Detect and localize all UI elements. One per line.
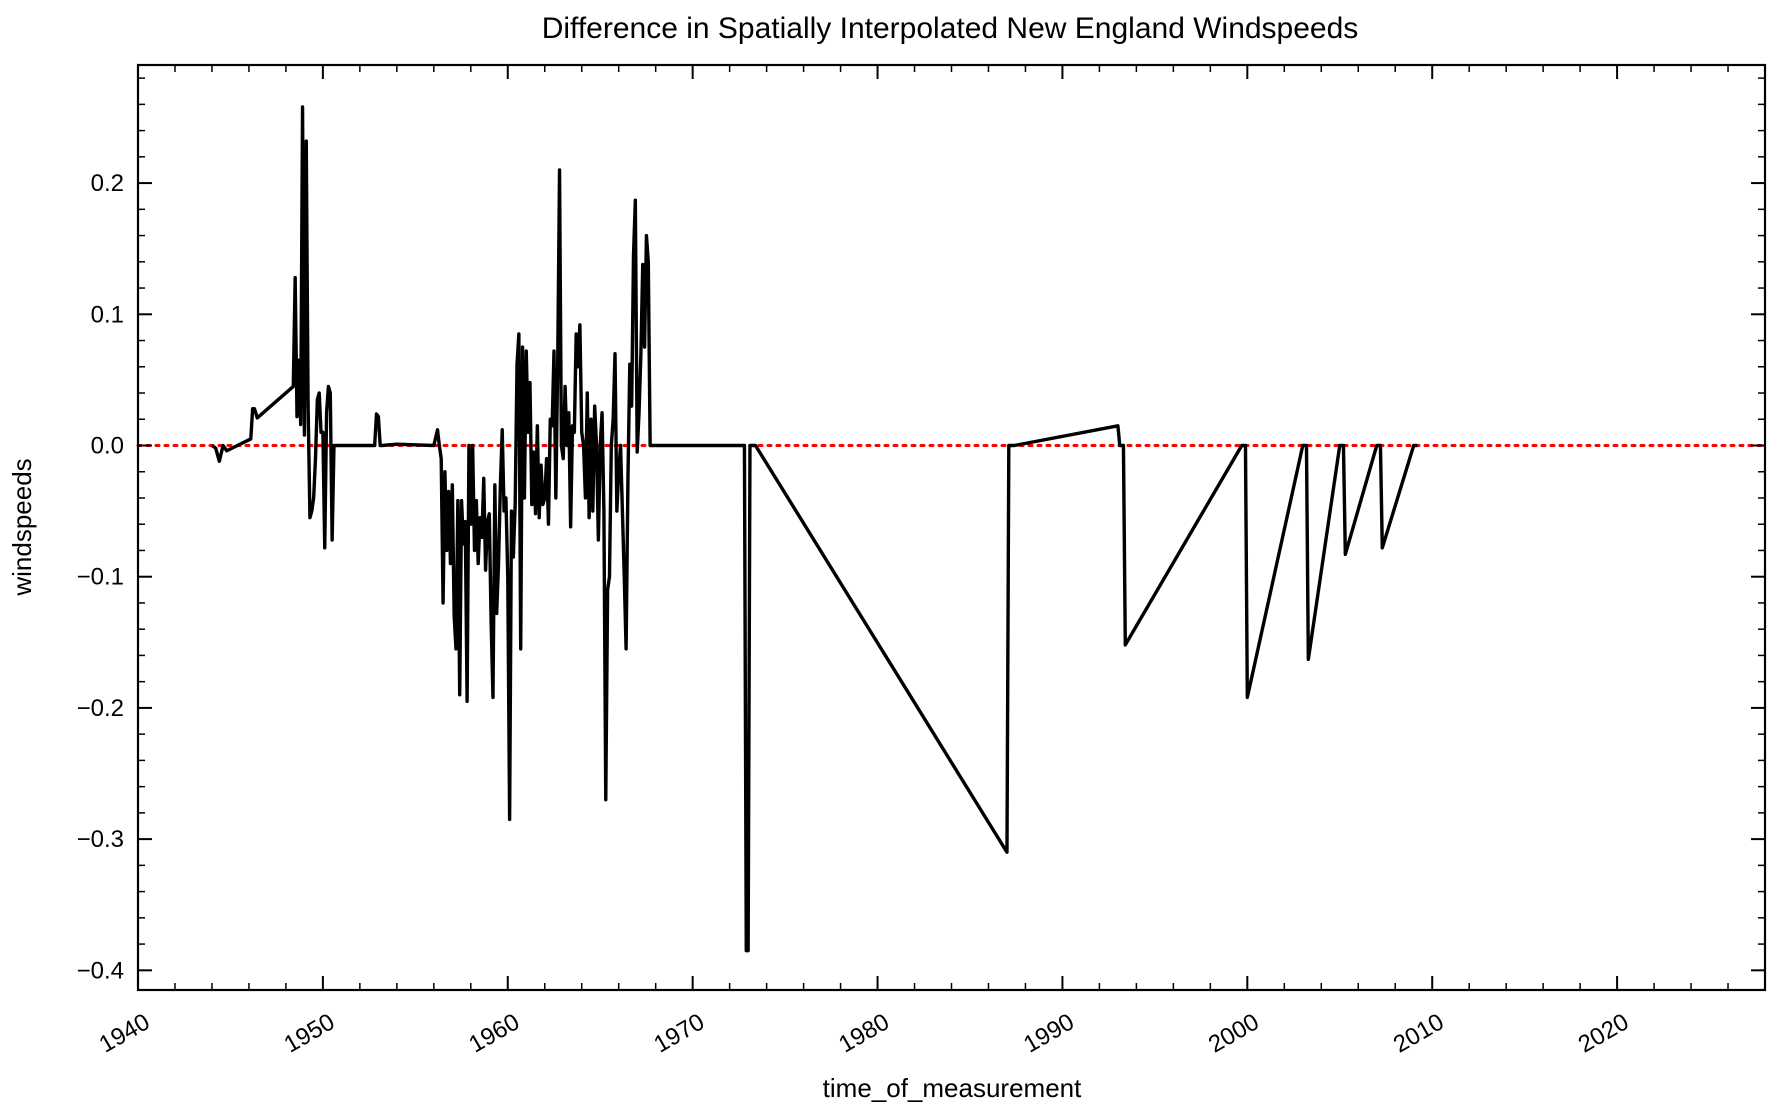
x-tick-label: 2020 — [1574, 1008, 1634, 1058]
x-tick-label: 2000 — [1204, 1008, 1264, 1058]
x-tick-label: 1950 — [280, 1008, 340, 1058]
chart-title: Difference in Spatially Interpolated New… — [542, 12, 1359, 45]
x-tick-label: 1990 — [1019, 1008, 1079, 1058]
y-axis-label: windspeeds — [7, 458, 37, 596]
x-tick-label: 1980 — [834, 1008, 894, 1058]
y-tick-label: −0.4 — [77, 957, 124, 984]
y-tick-label: −0.2 — [77, 695, 124, 722]
x-tick-label: 1960 — [464, 1008, 524, 1058]
x-tick-label: 1970 — [649, 1008, 709, 1058]
x-tick-label: 2010 — [1389, 1008, 1449, 1058]
y-tick-label: 0.1 — [91, 301, 124, 328]
plot-frame — [136, 63, 1767, 992]
y-tick-label: −0.1 — [77, 564, 124, 591]
x-axis-label: time_of_measurement — [823, 1073, 1082, 1103]
y-tick-label: 0.0 — [91, 432, 124, 459]
series-line-windspeeds — [210, 105, 1418, 953]
x-tick-label: 1940 — [95, 1008, 155, 1058]
plot-area — [136, 105, 1767, 953]
y-tick-label: −0.3 — [77, 826, 124, 853]
y-tick-label: 0.2 — [91, 170, 124, 197]
